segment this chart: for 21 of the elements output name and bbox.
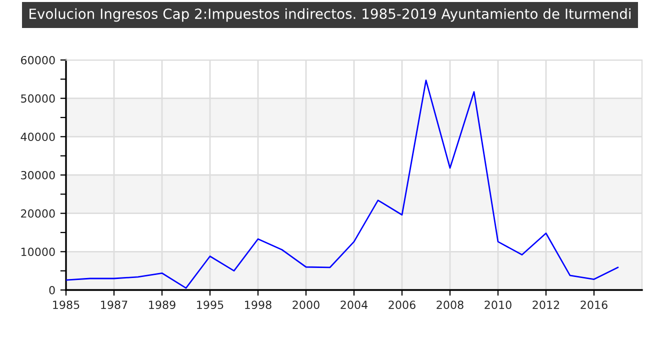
x-tick-label: 1998: [245, 300, 272, 310]
y-tick-label: 10000: [21, 248, 55, 256]
x-tick-label: 1985: [53, 300, 80, 310]
x-tick-label: 1989: [149, 300, 176, 310]
y-tick-label: 50000: [21, 94, 55, 103]
x-tick-label: 2016: [580, 300, 608, 310]
x-tick-label: 2012: [532, 300, 560, 310]
x-tick-label: 1987: [101, 300, 128, 310]
x-tick-label: 2006: [388, 300, 416, 310]
x-tick-label: 2004: [340, 300, 368, 310]
x-tick-label: 1995: [197, 300, 224, 310]
y-tick-label: 60000: [21, 56, 55, 64]
x-tick-label: 2008: [436, 300, 464, 310]
y-tick-label: 20000: [21, 209, 55, 218]
x-tick-label: 2000: [292, 300, 320, 310]
line-series: [66, 80, 619, 289]
chart-title: Evolucion Ingresos Cap 2:Impuestos indirectos. 1985-2019 Ayuntamiento de Iturmendi: [30, 8, 630, 22]
x-tick-label: 2010: [484, 300, 512, 310]
y-tick-label: 40000: [20, 132, 55, 142]
y-tick-label: 0: [49, 286, 55, 294]
y-tick-label: 30000: [21, 170, 55, 180]
